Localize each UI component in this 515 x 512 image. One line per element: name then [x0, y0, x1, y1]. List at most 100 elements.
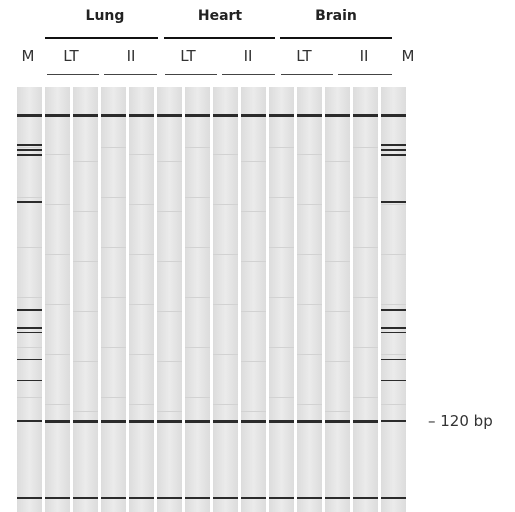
sample-band	[325, 420, 350, 423]
sample-lane	[73, 87, 98, 512]
background-streak	[73, 161, 98, 162]
lane-label-heart-ii: II	[243, 47, 253, 65]
sample-lane	[297, 87, 322, 512]
background-streak	[129, 354, 154, 355]
lane-background	[45, 87, 70, 512]
lane-background	[241, 87, 266, 512]
background-streak	[241, 361, 266, 362]
lane-rule-brain-lt	[281, 74, 333, 75]
marker-band	[381, 309, 406, 311]
lane-label-lung-ii: II	[126, 47, 136, 65]
background-streak	[213, 204, 238, 205]
background-streak	[297, 254, 322, 255]
background-streak	[241, 161, 266, 162]
background-streak	[17, 147, 42, 148]
lane-background	[213, 87, 238, 512]
marker-band	[381, 380, 406, 381]
sample-band	[353, 497, 378, 499]
sample-band	[185, 114, 210, 117]
background-streak	[17, 247, 42, 248]
lane-background	[381, 87, 406, 512]
background-streak	[269, 347, 294, 348]
marker-band	[17, 114, 42, 117]
sample-lane	[353, 87, 378, 512]
background-streak	[185, 197, 210, 198]
background-streak	[325, 261, 350, 262]
background-streak	[185, 397, 210, 398]
background-streak	[157, 311, 182, 312]
background-streak	[269, 247, 294, 248]
marker-band	[17, 332, 42, 333]
lane-rule-heart-ii	[222, 74, 275, 75]
marker-band	[381, 332, 406, 333]
background-streak	[297, 404, 322, 405]
background-streak	[269, 197, 294, 198]
background-streak	[73, 361, 98, 362]
sample-band	[45, 420, 70, 423]
sample-band	[325, 114, 350, 117]
sample-band	[325, 497, 350, 499]
group-label-brain: Brain	[315, 8, 357, 24]
marker-band	[17, 359, 42, 360]
background-streak	[45, 354, 70, 355]
marker-band	[17, 309, 42, 311]
marker-band	[381, 149, 406, 151]
background-streak	[325, 361, 350, 362]
sample-lane	[45, 87, 70, 512]
lane-label-marker-left: M	[21, 47, 35, 65]
background-streak	[185, 147, 210, 148]
sample-lane	[129, 87, 154, 512]
marker-band	[17, 154, 42, 156]
background-streak	[73, 261, 98, 262]
sample-band	[101, 114, 126, 117]
background-streak	[381, 204, 406, 205]
background-streak	[101, 247, 126, 248]
background-streak	[353, 197, 378, 198]
background-streak	[353, 397, 378, 398]
sample-band	[269, 114, 294, 117]
background-streak	[213, 154, 238, 155]
marker-band	[17, 149, 42, 151]
background-streak	[269, 147, 294, 148]
background-streak	[185, 297, 210, 298]
background-streak	[297, 154, 322, 155]
sample-band	[129, 420, 154, 423]
background-streak	[213, 404, 238, 405]
marker-band	[17, 327, 42, 329]
background-streak	[73, 311, 98, 312]
background-streak	[157, 411, 182, 412]
sample-band	[157, 114, 182, 117]
sample-band	[185, 497, 210, 499]
marker-band	[17, 201, 42, 203]
marker-band	[17, 420, 42, 422]
background-streak	[129, 154, 154, 155]
background-streak	[45, 254, 70, 255]
marker-band	[17, 144, 42, 146]
sample-band	[353, 420, 378, 423]
sample-band	[73, 114, 98, 117]
lane-background	[73, 87, 98, 512]
sample-band	[297, 497, 322, 499]
lane-background	[269, 87, 294, 512]
sample-lane	[185, 87, 210, 512]
sample-band	[73, 420, 98, 423]
sample-band	[157, 420, 182, 423]
lane-background	[297, 87, 322, 512]
sample-band	[213, 497, 238, 499]
background-streak	[129, 304, 154, 305]
background-streak	[185, 247, 210, 248]
background-streak	[325, 161, 350, 162]
sample-band	[213, 114, 238, 117]
background-streak	[269, 297, 294, 298]
sample-band	[269, 497, 294, 499]
background-streak	[101, 297, 126, 298]
lane-background	[353, 87, 378, 512]
lane-label-brain-lt: LT	[296, 47, 312, 65]
sample-band	[269, 420, 294, 423]
sample-band	[45, 114, 70, 117]
background-streak	[45, 204, 70, 205]
sample-band	[157, 497, 182, 499]
background-streak	[353, 147, 378, 148]
background-streak	[101, 197, 126, 198]
background-streak	[325, 211, 350, 212]
